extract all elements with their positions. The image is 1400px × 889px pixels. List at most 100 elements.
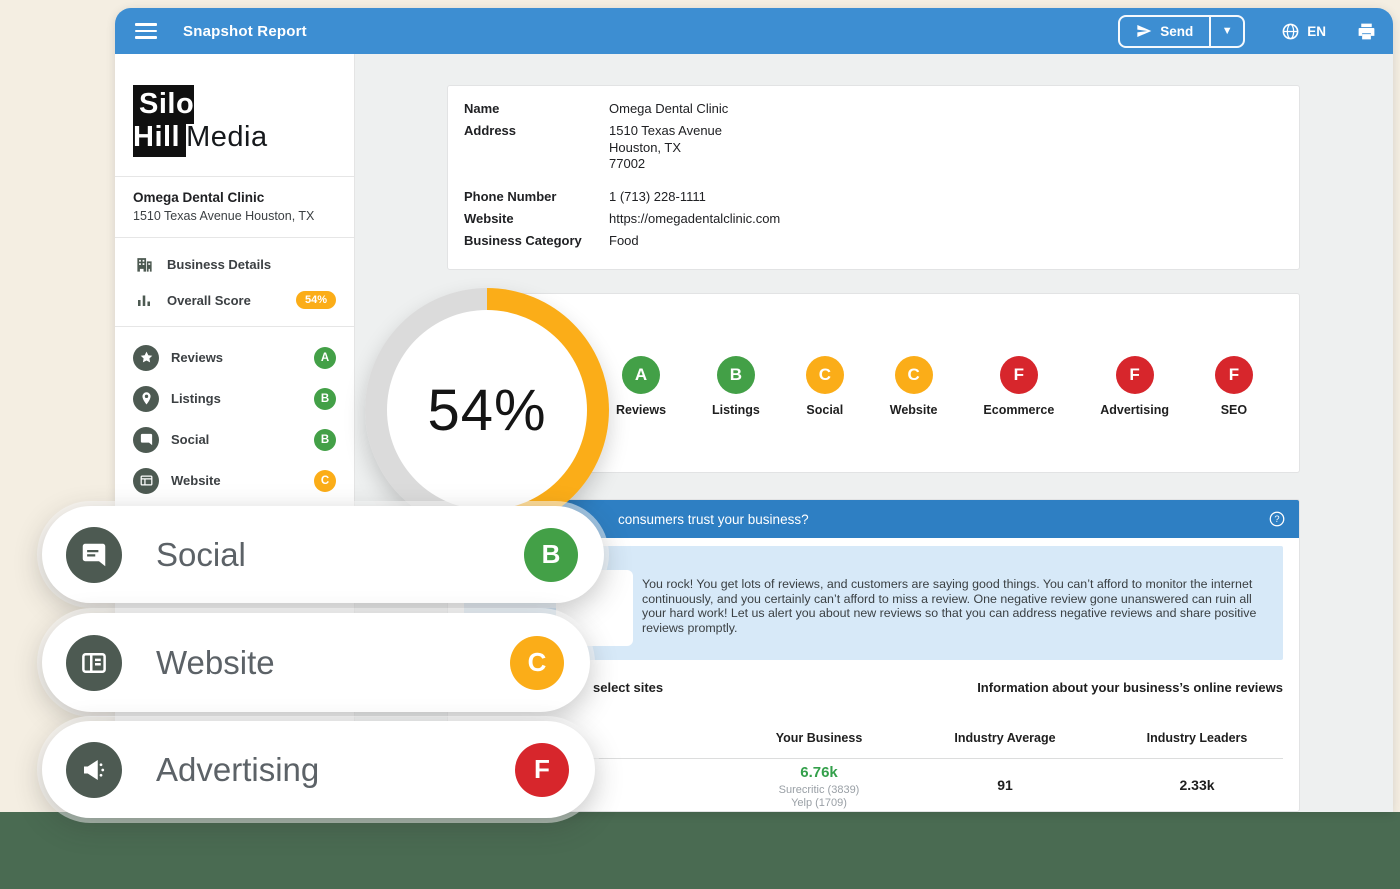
- detail-value: Omega Dental Clinic: [609, 101, 729, 116]
- help-icon[interactable]: ?: [1268, 510, 1286, 528]
- overall-score-donut: 54%: [365, 288, 609, 532]
- detail-row-name: Name Omega Dental Clinic: [464, 101, 1283, 117]
- grade-label: Reviews: [616, 402, 667, 417]
- overlay-pill-label: Website: [156, 643, 275, 681]
- sidebar-divider: [115, 176, 354, 177]
- grade-badge: F: [515, 742, 569, 797]
- reviews-subheader-right: Information about your business’s online…: [977, 680, 1283, 695]
- grade-label: Social: [806, 402, 844, 417]
- top-bar: Snapshot Report Send ▼: [115, 8, 1393, 54]
- detail-label: Phone Number: [464, 188, 557, 204]
- grade-badge: B: [524, 527, 578, 582]
- industry-average-value: 91: [997, 777, 1013, 793]
- send-icon: [1136, 23, 1152, 39]
- sidebar-item-business-details[interactable]: Business Details: [115, 246, 354, 282]
- grade-label: Website: [889, 402, 938, 417]
- detail-row-category: Business Category Food: [464, 233, 1283, 249]
- detail-row-address: Address 1510 Texas Avenue Houston, TX 77…: [464, 123, 1283, 173]
- sidebar-item-label: Social: [171, 432, 210, 447]
- chat-bubble-icon: [133, 426, 159, 453]
- logo-primary-text: Silo Hill: [133, 85, 195, 157]
- overlay-pill-website[interactable]: Website C: [42, 613, 590, 712]
- reviews-subheader-left: select sites: [593, 680, 664, 695]
- send-button-group: Send ▼: [1118, 14, 1246, 48]
- sidebar-item-label: Overall Score: [167, 292, 251, 308]
- star-icon: [133, 344, 159, 371]
- sidebar-item-social[interactable]: Social B: [115, 419, 354, 460]
- grade-badge: B: [716, 355, 755, 394]
- building-icon: [133, 255, 155, 274]
- grade-badge: F: [999, 355, 1038, 394]
- bottom-band: [0, 812, 1400, 889]
- grade-badge: F: [1115, 355, 1154, 394]
- sidebar-item-label: Reviews: [171, 350, 224, 365]
- overall-score-value: 54%: [427, 377, 547, 443]
- browser-window-icon: [66, 634, 122, 691]
- grade-label: Ecommerce: [983, 402, 1055, 417]
- grade-badge: B: [314, 428, 336, 451]
- detail-row-phone: Phone Number 1 (713) 228-1111: [464, 189, 1283, 205]
- spacer: [464, 179, 1283, 189]
- language-selector[interactable]: EN: [1281, 22, 1326, 41]
- grade-badge: C: [894, 355, 933, 394]
- sidebar-item-overall-score[interactable]: Overall Score 54%: [115, 282, 354, 318]
- table-divider: [586, 758, 1283, 759]
- business-details-card: Name Omega Dental Clinic Address 1510 Te…: [447, 85, 1300, 270]
- your-business-value: 6.76k: [800, 764, 838, 781]
- detail-label: Business Category: [464, 232, 582, 248]
- overlay-pill-label: Advertising: [156, 750, 320, 788]
- sidebar-item-listings[interactable]: Listings B: [115, 378, 354, 419]
- bar-chart-icon: [133, 291, 155, 309]
- grade-label: Advertising: [1100, 402, 1169, 417]
- print-button[interactable]: [1356, 21, 1377, 42]
- section-question: consumers trust your business?: [618, 511, 809, 527]
- grade-item-advertising[interactable]: F Advertising: [1100, 355, 1169, 417]
- sidebar-divider: [115, 326, 354, 327]
- sidebar-item-label: Website: [171, 473, 221, 488]
- sidebar-item-reviews[interactable]: Reviews A: [115, 337, 354, 378]
- language-label: EN: [1307, 23, 1326, 39]
- page-title: Snapshot Report: [183, 22, 307, 40]
- grade-item-seo[interactable]: F SEO: [1214, 355, 1253, 417]
- send-button[interactable]: Send: [1120, 17, 1209, 46]
- your-business-source-2: Yelp (1709): [791, 797, 847, 809]
- grade-label: Listings: [711, 402, 760, 417]
- sidebar-business-name: Omega Dental Clinic: [133, 190, 265, 205]
- grade-item-reviews[interactable]: A Reviews: [616, 355, 667, 417]
- sidebar-item-label: Listings: [171, 391, 221, 406]
- browser-window-icon: [133, 467, 159, 494]
- grade-badge: C: [510, 635, 564, 690]
- grade-badge: C: [805, 355, 844, 394]
- detail-label: Website: [464, 210, 514, 226]
- reviews-description: You rock! You get lots of reviews, and c…: [642, 577, 1257, 635]
- grade-item-ecommerce[interactable]: F Ecommerce: [983, 355, 1055, 417]
- section-header-bar: consumers trust your business? ?: [448, 500, 1299, 538]
- grade-badge: C: [314, 469, 336, 492]
- grade-item-website[interactable]: C Website: [889, 355, 938, 417]
- overlay-pill-social[interactable]: Social B: [42, 506, 604, 603]
- globe-icon: [1281, 22, 1300, 41]
- grade-badge: B: [314, 387, 336, 410]
- send-dropdown-button[interactable]: ▼: [1209, 16, 1243, 46]
- chat-bubble-icon: [66, 526, 122, 583]
- grade-badges-row: A Reviews B Listings C Social C: [498, 294, 1299, 472]
- column-header-industry-average: Industry Average: [954, 731, 1056, 745]
- menu-icon[interactable]: [135, 23, 157, 39]
- grade-label: SEO: [1220, 402, 1248, 417]
- overall-score-badge: 54%: [295, 291, 336, 309]
- print-icon: [1356, 21, 1377, 42]
- detail-row-website: Website https://omegadentalclinic.com: [464, 211, 1283, 227]
- grade-badge: F: [1214, 355, 1253, 394]
- donut-center: 54%: [387, 310, 587, 510]
- overlay-pill-advertising[interactable]: Advertising F: [42, 721, 595, 818]
- grade-item-listings[interactable]: B Listings: [711, 355, 760, 417]
- svg-text:?: ?: [1274, 514, 1279, 524]
- sidebar-item-label: Business Details: [167, 256, 272, 272]
- sidebar-item-website[interactable]: Website C: [115, 460, 354, 501]
- chevron-down-icon: ▼: [1221, 25, 1233, 37]
- grade-item-social[interactable]: C Social: [805, 355, 844, 417]
- agency-logo: Silo Hill Media: [115, 54, 354, 176]
- detail-value: 1 (713) 228-1111: [609, 188, 706, 204]
- industry-leaders-value: 2.33k: [1179, 777, 1215, 793]
